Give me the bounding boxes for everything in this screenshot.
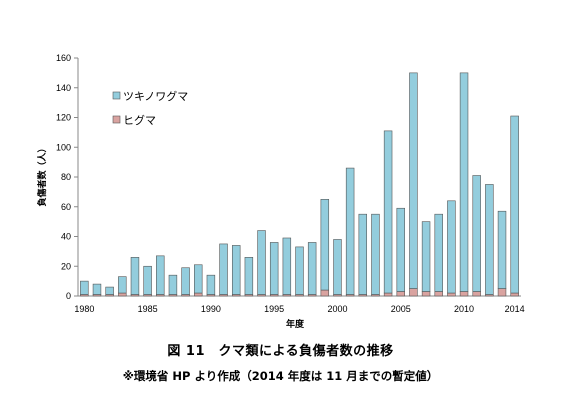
x-tick-label: 1990 [201, 304, 221, 314]
bar-tsukinowaguma [307, 242, 317, 295]
y-tick-label: 20 [61, 261, 71, 271]
x-tick-label: 1985 [138, 304, 158, 314]
bar-tsukinowaguma [156, 255, 165, 295]
y-axis-title: 負傷者数（人） [36, 143, 48, 206]
bar-tsukinowaguma [219, 243, 228, 295]
y-tick-label: 100 [56, 142, 71, 152]
bar-higuma [194, 292, 203, 297]
bar-tsukinowaguma [168, 274, 178, 295]
chart-bars [80, 72, 519, 297]
x-tick-label: 2014 [505, 304, 525, 314]
bar-tsukinowaguma [194, 264, 203, 294]
chart-legend: ツキノワグマ ヒグマ [112, 89, 188, 127]
bar-tsukinowaguma [358, 213, 368, 295]
bar-tsukinowaguma [282, 237, 292, 295]
bar-tsukinowaguma [510, 115, 519, 294]
y-tick-label: 140 [56, 83, 71, 93]
y-tick-label: 0 [66, 291, 71, 301]
bar-tsukinowaguma [383, 130, 393, 294]
bar-higuma [396, 291, 405, 297]
bar-tsukinowaguma [130, 257, 140, 295]
bar-tsukinowaguma [333, 239, 342, 295]
y-tick-label: 120 [56, 113, 71, 123]
bar-tsukinowaguma [459, 72, 469, 292]
bar-tsukinowaguma [320, 199, 330, 291]
bar-tsukinowaguma [434, 213, 443, 292]
bar-tsukinowaguma [206, 274, 216, 295]
x-tick-label: 1995 [264, 304, 284, 314]
x-tick-label: 2000 [327, 304, 347, 314]
legend-label-higuma: ヒグマ [123, 113, 156, 127]
bar-tsukinowaguma [143, 265, 152, 295]
bar-higuma [383, 292, 393, 297]
bar-tsukinowaguma [497, 210, 507, 289]
bar-higuma [409, 288, 418, 297]
bar-higuma [497, 288, 507, 297]
y-tick-label: 160 [56, 53, 71, 63]
bar-tsukinowaguma [269, 242, 279, 295]
y-tick-label: 60 [61, 202, 71, 212]
legend-swatch-tsukinowaguma [112, 91, 121, 100]
x-tick-label: 1980 [74, 304, 94, 314]
bar-tsukinowaguma [421, 221, 431, 292]
figure-source-note: ※環境省 HP より作成（2014 年度は 11 月までの暫定値） [122, 369, 439, 383]
bar-tsukinowaguma [485, 184, 494, 295]
bar-higuma [434, 291, 443, 297]
figure-caption: 図 11 クマ類による負傷者数の推移 [167, 344, 394, 359]
bar-tsukinowaguma [295, 246, 304, 295]
bar-tsukinowaguma [345, 167, 355, 295]
legend-swatch-higuma [112, 115, 121, 124]
bar-higuma [459, 291, 469, 297]
bar-tsukinowaguma [118, 276, 127, 294]
y-tick-label: 80 [61, 172, 71, 182]
bar-tsukinowaguma [244, 257, 254, 295]
bar-higuma [510, 292, 519, 297]
bar-tsukinowaguma [447, 200, 456, 294]
bar-higuma [118, 292, 127, 297]
bar-chart: 0 20 40 60 80 100 120 140 160 1980 1985 1990 1995 200… [36, 53, 525, 330]
bar-higuma [320, 289, 330, 297]
bar-tsukinowaguma [472, 175, 481, 292]
bar-higuma [447, 292, 456, 297]
legend-label-tsukinowaguma: ツキノワグマ [123, 89, 188, 103]
bar-higuma [472, 291, 481, 297]
bar-tsukinowaguma [231, 245, 241, 295]
bar-tsukinowaguma [92, 283, 102, 295]
bar-tsukinowaguma [371, 213, 380, 295]
bar-tsukinowaguma [105, 286, 114, 295]
bar-tsukinowaguma [257, 230, 266, 295]
x-tick-label: 2005 [391, 304, 411, 314]
bar-tsukinowaguma [409, 72, 418, 289]
x-tick-label: 2010 [454, 304, 474, 314]
bar-tsukinowaguma [181, 267, 190, 295]
bar-tsukinowaguma [80, 280, 89, 295]
y-tick-label: 40 [61, 232, 71, 242]
bar-higuma [421, 291, 431, 297]
x-axis-title: 年度 [286, 318, 305, 330]
bar-tsukinowaguma [396, 207, 405, 292]
